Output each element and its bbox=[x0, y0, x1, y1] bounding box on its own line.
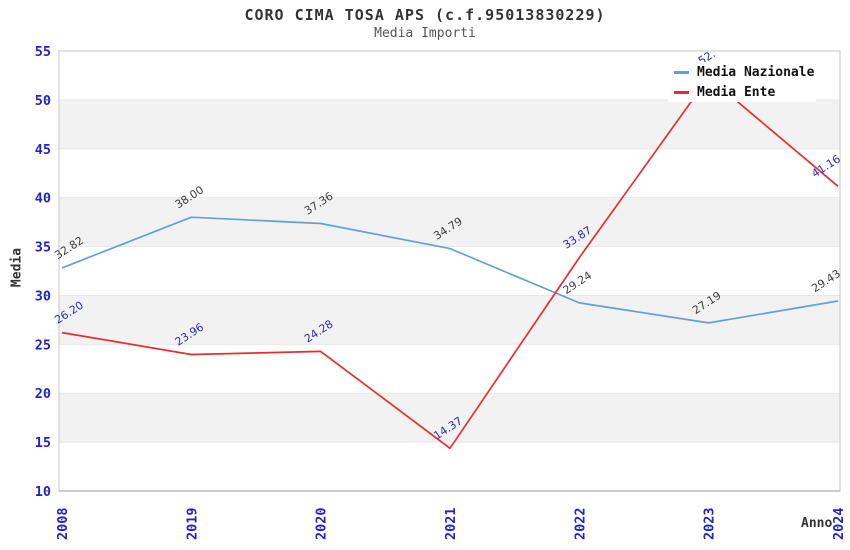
y-tick-label: 40 bbox=[35, 191, 51, 207]
y-tick-label: 25 bbox=[35, 337, 51, 353]
data-label-media-nazionale: 29.24 bbox=[561, 269, 594, 297]
y-tick-label: 45 bbox=[35, 142, 51, 158]
x-axis-title: Anno bbox=[801, 516, 833, 531]
data-label-media-nazionale: 29.43 bbox=[809, 267, 842, 295]
x-tick-label: 2021 bbox=[443, 507, 459, 540]
x-tick-label: 2008 bbox=[55, 507, 71, 540]
y-tick-label: 15 bbox=[35, 435, 51, 451]
chart-title: CORO CIMA TOSA APS (c.f.95013830229) bbox=[244, 6, 606, 24]
legend-label-media-ente: Media Ente bbox=[697, 84, 776, 100]
x-tick-label: 2022 bbox=[572, 507, 588, 540]
y-tick-label: 35 bbox=[35, 240, 51, 256]
series-line-media-nazionale bbox=[61, 216, 839, 324]
grid-band bbox=[59, 197, 840, 247]
grid-band bbox=[59, 295, 840, 345]
media-ente-line-swatch bbox=[674, 90, 689, 94]
legend-item-media-ente: Media Ente bbox=[674, 85, 816, 100]
y-tick-label: 50 bbox=[35, 93, 51, 109]
x-tick-label: 2024 bbox=[831, 507, 847, 540]
chart-legend: Media Nazionale Media Ente bbox=[668, 62, 816, 102]
y-tick-label: 20 bbox=[35, 386, 51, 402]
x-tick-label: 2020 bbox=[314, 507, 330, 540]
y-axis-title: Media bbox=[9, 247, 25, 288]
grid-band bbox=[59, 393, 840, 443]
media-nazionale-line-swatch bbox=[674, 70, 689, 74]
y-tick-label: 55 bbox=[35, 44, 51, 60]
y-tick-label: 10 bbox=[35, 484, 51, 500]
chart-subtitle: Media Importi bbox=[374, 26, 476, 41]
legend-label-media-nazionale: Media Nazionale bbox=[697, 64, 815, 80]
grid-band bbox=[59, 99, 840, 149]
x-tick-label: 2019 bbox=[184, 507, 200, 540]
y-tick-label: 30 bbox=[35, 288, 51, 304]
x-tick-label: 2023 bbox=[702, 507, 718, 540]
legend-item-media-nazionale: Media Nazionale bbox=[674, 65, 816, 80]
